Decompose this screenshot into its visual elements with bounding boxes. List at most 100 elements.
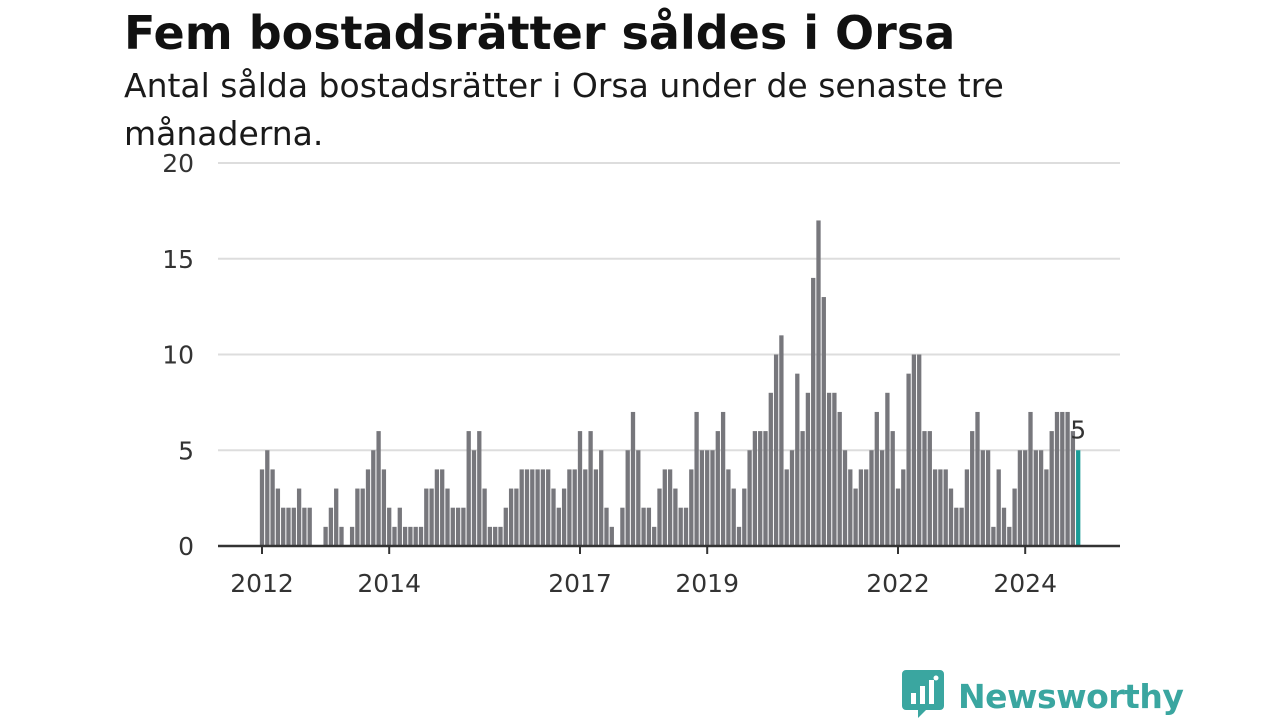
- bar: [1007, 526, 1012, 546]
- bar: [821, 297, 826, 546]
- y-tick-label: 10: [162, 341, 194, 370]
- bar: [837, 411, 842, 546]
- bar: [434, 469, 440, 546]
- bar: [917, 354, 922, 546]
- bar: [689, 469, 694, 546]
- bar: [487, 526, 493, 546]
- bar: [784, 469, 789, 546]
- bar: [1033, 450, 1038, 546]
- bar: [858, 469, 864, 546]
- bar: [339, 526, 344, 546]
- bars: [259, 220, 1081, 546]
- bar: [524, 469, 530, 546]
- bar: [874, 411, 879, 546]
- bar: [747, 450, 752, 546]
- bar: [349, 526, 355, 546]
- bar: [376, 431, 381, 546]
- bar: [678, 507, 683, 546]
- chart-subtitle: Antal sålda bostadsrätter i Orsa under d…: [124, 66, 1004, 153]
- bar: [418, 526, 424, 546]
- bar: [789, 450, 795, 546]
- bar: [630, 411, 636, 546]
- bar: [498, 526, 503, 546]
- bar: [355, 488, 360, 546]
- bar: [996, 469, 1001, 546]
- brand-name: Newsworthy: [958, 676, 1184, 716]
- bar: [408, 526, 413, 546]
- bar: [959, 507, 964, 546]
- bar: [694, 411, 699, 546]
- y-axis-ticks: 0 5 10 15 20: [162, 149, 194, 561]
- bar: [742, 488, 747, 546]
- bar: [1012, 488, 1017, 546]
- y-tick-label: 20: [162, 149, 194, 178]
- bar: [1070, 431, 1076, 546]
- bar: [540, 469, 546, 546]
- bar: [450, 507, 455, 546]
- bar: [964, 469, 970, 546]
- bar: [720, 411, 726, 546]
- bar: [281, 507, 286, 546]
- bar: [943, 469, 948, 546]
- bar: [985, 450, 991, 546]
- bar: [387, 507, 392, 546]
- bar: [1054, 411, 1060, 546]
- bar: [869, 450, 874, 546]
- bar: [609, 526, 614, 546]
- bar: [567, 469, 572, 546]
- bar: [948, 488, 954, 546]
- bar: [519, 469, 524, 546]
- bar: [572, 469, 577, 546]
- bar: [466, 431, 471, 546]
- bar-latest: [1076, 450, 1081, 546]
- bar: [429, 488, 434, 546]
- bar: [477, 431, 482, 546]
- y-tick-label: 5: [178, 436, 194, 465]
- bar: [424, 488, 429, 546]
- bar: [296, 488, 302, 546]
- bar: [938, 469, 943, 546]
- bar: [853, 488, 858, 546]
- bar: [334, 488, 339, 546]
- bar: [493, 526, 498, 546]
- bar: [773, 354, 779, 546]
- bar: [710, 450, 715, 546]
- bar: [736, 526, 742, 546]
- bar: [625, 450, 630, 546]
- bar: [546, 469, 551, 546]
- bar: [535, 469, 540, 546]
- bar: [768, 392, 773, 546]
- bar: [365, 469, 371, 546]
- bar: [455, 507, 461, 546]
- bar: [323, 526, 328, 546]
- bar: [667, 469, 673, 546]
- bar: [397, 507, 402, 546]
- bar: [726, 469, 731, 546]
- bar: [848, 469, 853, 546]
- bar: [646, 507, 652, 546]
- bar: [895, 488, 901, 546]
- bar: [402, 526, 408, 546]
- bar: [440, 469, 445, 546]
- bar: [561, 488, 567, 546]
- bar: [763, 431, 768, 546]
- bar: [577, 431, 583, 546]
- bar: [620, 507, 625, 546]
- bar: [699, 450, 705, 546]
- bar-chart-speech-bubble-icon: [902, 670, 944, 722]
- bar: [954, 507, 959, 546]
- bar: [599, 450, 604, 546]
- bar: [482, 488, 487, 546]
- bar: [922, 431, 927, 546]
- bar: [556, 507, 561, 546]
- bar: [800, 431, 805, 546]
- bar: [980, 450, 985, 546]
- bar: [779, 335, 784, 546]
- x-axis-ticks: 2012 2014 2017 2019 2022 2024: [230, 546, 1057, 598]
- bar: [901, 469, 906, 546]
- bar: [879, 450, 885, 546]
- bar: [588, 431, 593, 546]
- bar: [731, 488, 736, 546]
- bar: [975, 411, 980, 546]
- last-value-label: 5: [1070, 415, 1086, 444]
